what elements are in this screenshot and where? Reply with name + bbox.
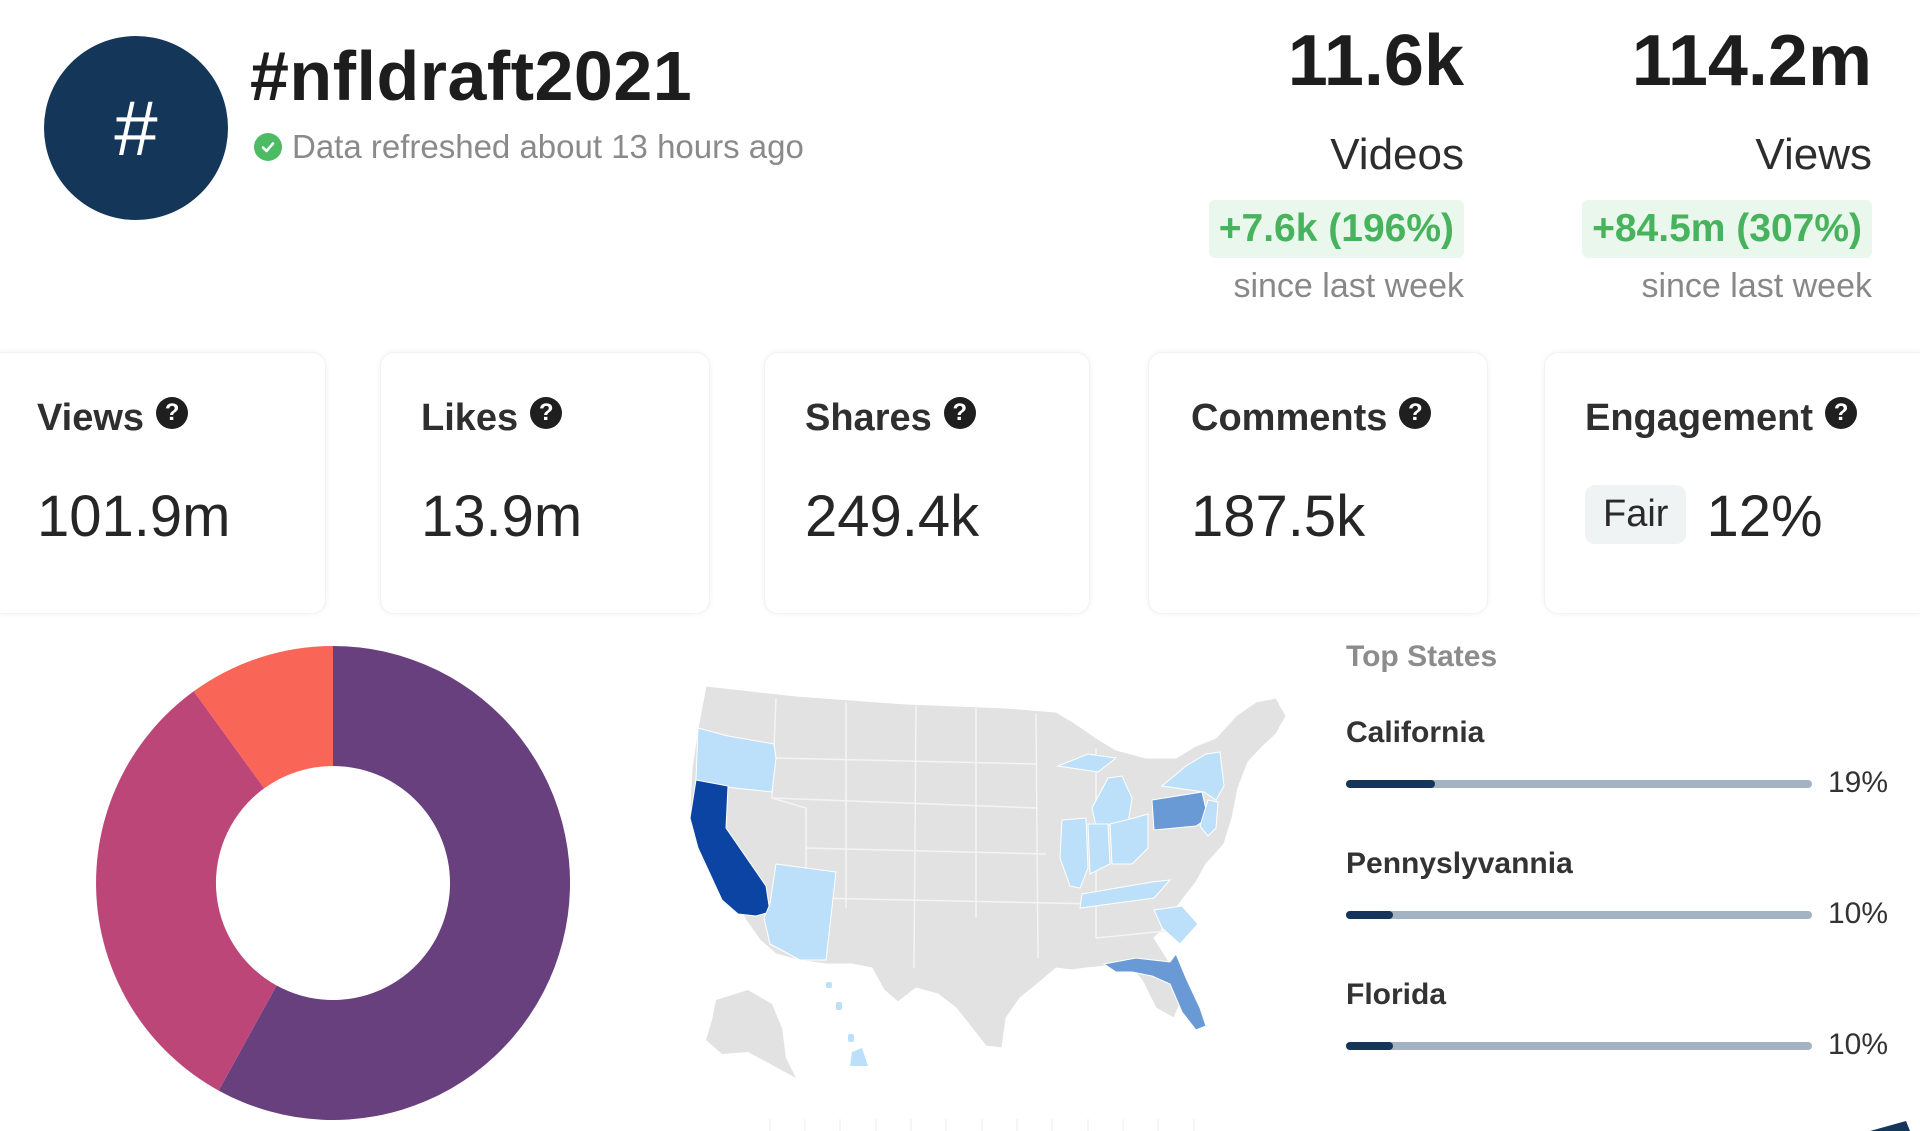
headline-stat-views: 114.2m Views +84.5m (307%) since last we…: [1582, 16, 1872, 308]
state-name: Florida: [1346, 978, 1447, 1011]
state-name: California: [1346, 716, 1485, 749]
state-new-jersey[interactable]: [1199, 799, 1219, 837]
state-arizona[interactable]: [763, 863, 837, 961]
views-count: 114.2m: [1631, 21, 1872, 101]
metric-label-text: Comments: [1191, 397, 1388, 439]
hashtag-icon: #: [114, 83, 158, 172]
metric-label: Comments ?: [1191, 396, 1432, 440]
metric-label-text: Views: [37, 397, 145, 439]
donut-segment-pink[interactable]: [96, 691, 277, 1091]
state-illinois[interactable]: [1059, 817, 1089, 889]
state-progress-track: [1346, 1042, 1812, 1050]
page-title: #nfldraft2021: [250, 37, 693, 115]
state-south-carolina[interactable]: [1153, 905, 1199, 945]
help-icon[interactable]: ?: [1399, 396, 1432, 429]
us-choropleth-map: [676, 668, 1316, 1098]
state-row-california: California 19%: [1346, 716, 1906, 847]
metric-value: 101.9m: [37, 484, 231, 549]
hashtag-avatar: #: [44, 36, 228, 220]
metric-card-shares: Shares ? 249.4k: [764, 352, 1090, 614]
metric-label-text: Shares: [805, 397, 932, 439]
engagement-rate: 12%: [1706, 484, 1823, 549]
help-icon[interactable]: ?: [156, 396, 189, 429]
state-florida[interactable]: [1102, 953, 1207, 1031]
videos-delta-badge: +7.6k (196%): [1208, 200, 1464, 258]
state-row-florida: Florida 10%: [1346, 978, 1906, 1109]
help-icon[interactable]: ?: [530, 396, 563, 429]
metric-card-engagement: Engagement ? Fair 12%: [1544, 352, 1920, 614]
headline-stat-videos: 11.6k Videos +7.6k (196%) since last wee…: [1208, 16, 1464, 308]
state-ohio[interactable]: [1109, 813, 1149, 865]
check-circle-icon: [254, 133, 282, 161]
state-tennessee[interactable]: [1079, 879, 1172, 909]
state-new-york[interactable]: [1160, 751, 1225, 801]
state-percent: 10%: [1828, 897, 1889, 930]
metric-card-likes: Likes ? 13.9m: [380, 352, 710, 614]
views-label: Views: [1755, 130, 1872, 179]
metric-value: Fair 12%: [1585, 483, 1823, 550]
state-hawaii[interactable]: [826, 982, 868, 1066]
metric-label-text: Engagement: [1585, 397, 1814, 439]
state-alaska[interactable]: [706, 990, 796, 1078]
metric-label: Engagement ?: [1585, 396, 1858, 440]
metric-label: Shares ?: [805, 396, 976, 440]
metric-cards: Views ? 101.9m Likes ? 13.9m Shares ? 24…: [0, 352, 1920, 614]
metric-card-comments: Comments ? 187.5k: [1148, 352, 1488, 614]
refresh-text: Data refreshed about 13 hours ago: [292, 128, 804, 165]
videos-label: Videos: [1330, 130, 1464, 179]
state-progress-fill: [1346, 1042, 1393, 1050]
donut-chart: [96, 646, 571, 1120]
state-progress-track: [1346, 780, 1812, 788]
metric-label: Views ?: [37, 396, 189, 440]
top-states-title: Top States: [1346, 640, 1498, 673]
videos-count: 11.6k: [1287, 21, 1464, 101]
videos-since-label: since last week: [1233, 267, 1464, 305]
metric-value: 249.4k: [805, 484, 980, 549]
engagement-rating-badge: Fair: [1585, 485, 1687, 545]
refresh-status: Data refreshed about 13 hours ago: [254, 128, 804, 166]
state-california[interactable]: [689, 779, 771, 917]
state-progress-track: [1346, 911, 1812, 919]
state-percent: 19%: [1828, 766, 1889, 799]
state-percent: 10%: [1828, 1028, 1889, 1061]
state-indiana[interactable]: [1087, 823, 1111, 875]
metric-card-views: Views ? 101.9m: [0, 352, 326, 614]
metric-label: Likes ?: [421, 396, 563, 440]
top-states-panel: Top States California 19% Pennyslyvannia…: [1346, 640, 1906, 1109]
metric-value: 187.5k: [1191, 484, 1366, 549]
help-icon[interactable]: ?: [1825, 396, 1858, 429]
donut-segment-purple[interactable]: [218, 646, 571, 1120]
state-name: Pennyslyvannia: [1346, 847, 1573, 880]
state-row-pennsylvania: Pennyslyvannia 10%: [1346, 847, 1906, 978]
metric-value: 13.9m: [421, 484, 583, 549]
donut-segment-coral[interactable]: [193, 646, 333, 789]
views-delta-badge: +84.5m (307%): [1582, 200, 1872, 258]
map-base-us: [689, 685, 1287, 1049]
state-progress-fill: [1346, 911, 1393, 919]
metric-label-text: Likes: [421, 397, 519, 439]
help-icon[interactable]: ?: [943, 396, 976, 429]
views-since-label: since last week: [1641, 267, 1872, 305]
state-progress-fill: [1346, 780, 1435, 788]
cropped-chart-axis: [730, 1117, 1910, 1131]
